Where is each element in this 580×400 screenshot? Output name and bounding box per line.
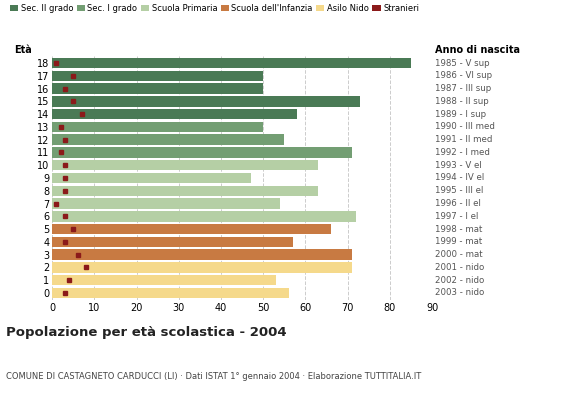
Bar (52, 288, 289, 298)
Text: 1990 - III med: 1990 - III med (435, 122, 495, 132)
Text: Anno di nascita: Anno di nascita (435, 45, 520, 55)
Bar (52, 147, 352, 158)
Text: 1998 - mat: 1998 - mat (435, 224, 483, 234)
Text: 1992 - I med: 1992 - I med (435, 148, 490, 157)
Text: 2000 - mat: 2000 - mat (435, 250, 483, 259)
Bar (52, 134, 284, 145)
Text: 1995 - III el: 1995 - III el (435, 186, 483, 195)
Text: 2001 - nido: 2001 - nido (435, 263, 484, 272)
Bar (52, 160, 318, 170)
Bar (52, 211, 356, 222)
Text: 1987 - III sup: 1987 - III sup (435, 84, 491, 93)
Bar (52, 262, 352, 273)
Bar (52, 83, 263, 94)
Text: Età: Età (14, 45, 32, 55)
Text: 1989 - I sup: 1989 - I sup (435, 110, 486, 119)
Bar (52, 186, 318, 196)
Bar (52, 58, 411, 68)
Text: 1991 - II med: 1991 - II med (435, 135, 492, 144)
Bar (52, 109, 297, 119)
Bar (52, 96, 360, 106)
Bar (52, 122, 263, 132)
Bar (52, 70, 263, 81)
Bar (52, 250, 352, 260)
Bar (52, 173, 251, 183)
Text: Popolazione per età scolastica - 2004: Popolazione per età scolastica - 2004 (6, 326, 287, 339)
Text: 1994 - IV el: 1994 - IV el (435, 174, 484, 182)
Text: 1993 - V el: 1993 - V el (435, 161, 482, 170)
Text: 2002 - nido: 2002 - nido (435, 276, 484, 285)
Bar (52, 275, 276, 286)
Legend: Sec. II grado, Sec. I grado, Scuola Primaria, Scuola dell'Infanzia, Asilo Nido, : Sec. II grado, Sec. I grado, Scuola Prim… (10, 4, 419, 13)
Text: 1999 - mat: 1999 - mat (435, 237, 482, 246)
Text: 2003 - nido: 2003 - nido (435, 288, 484, 298)
Bar (52, 237, 293, 247)
Text: 1997 - I el: 1997 - I el (435, 212, 478, 221)
Bar (52, 198, 280, 209)
Text: COMUNE DI CASTAGNETO CARDUCCI (LI) · Dati ISTAT 1° gennaio 2004 · Elaborazione T: COMUNE DI CASTAGNETO CARDUCCI (LI) · Dat… (6, 372, 421, 381)
Text: 1996 - II el: 1996 - II el (435, 199, 481, 208)
Bar (52, 224, 331, 234)
Text: 1988 - II sup: 1988 - II sup (435, 97, 489, 106)
Text: 1985 - V sup: 1985 - V sup (435, 58, 490, 68)
Text: 1986 - VI sup: 1986 - VI sup (435, 71, 492, 80)
